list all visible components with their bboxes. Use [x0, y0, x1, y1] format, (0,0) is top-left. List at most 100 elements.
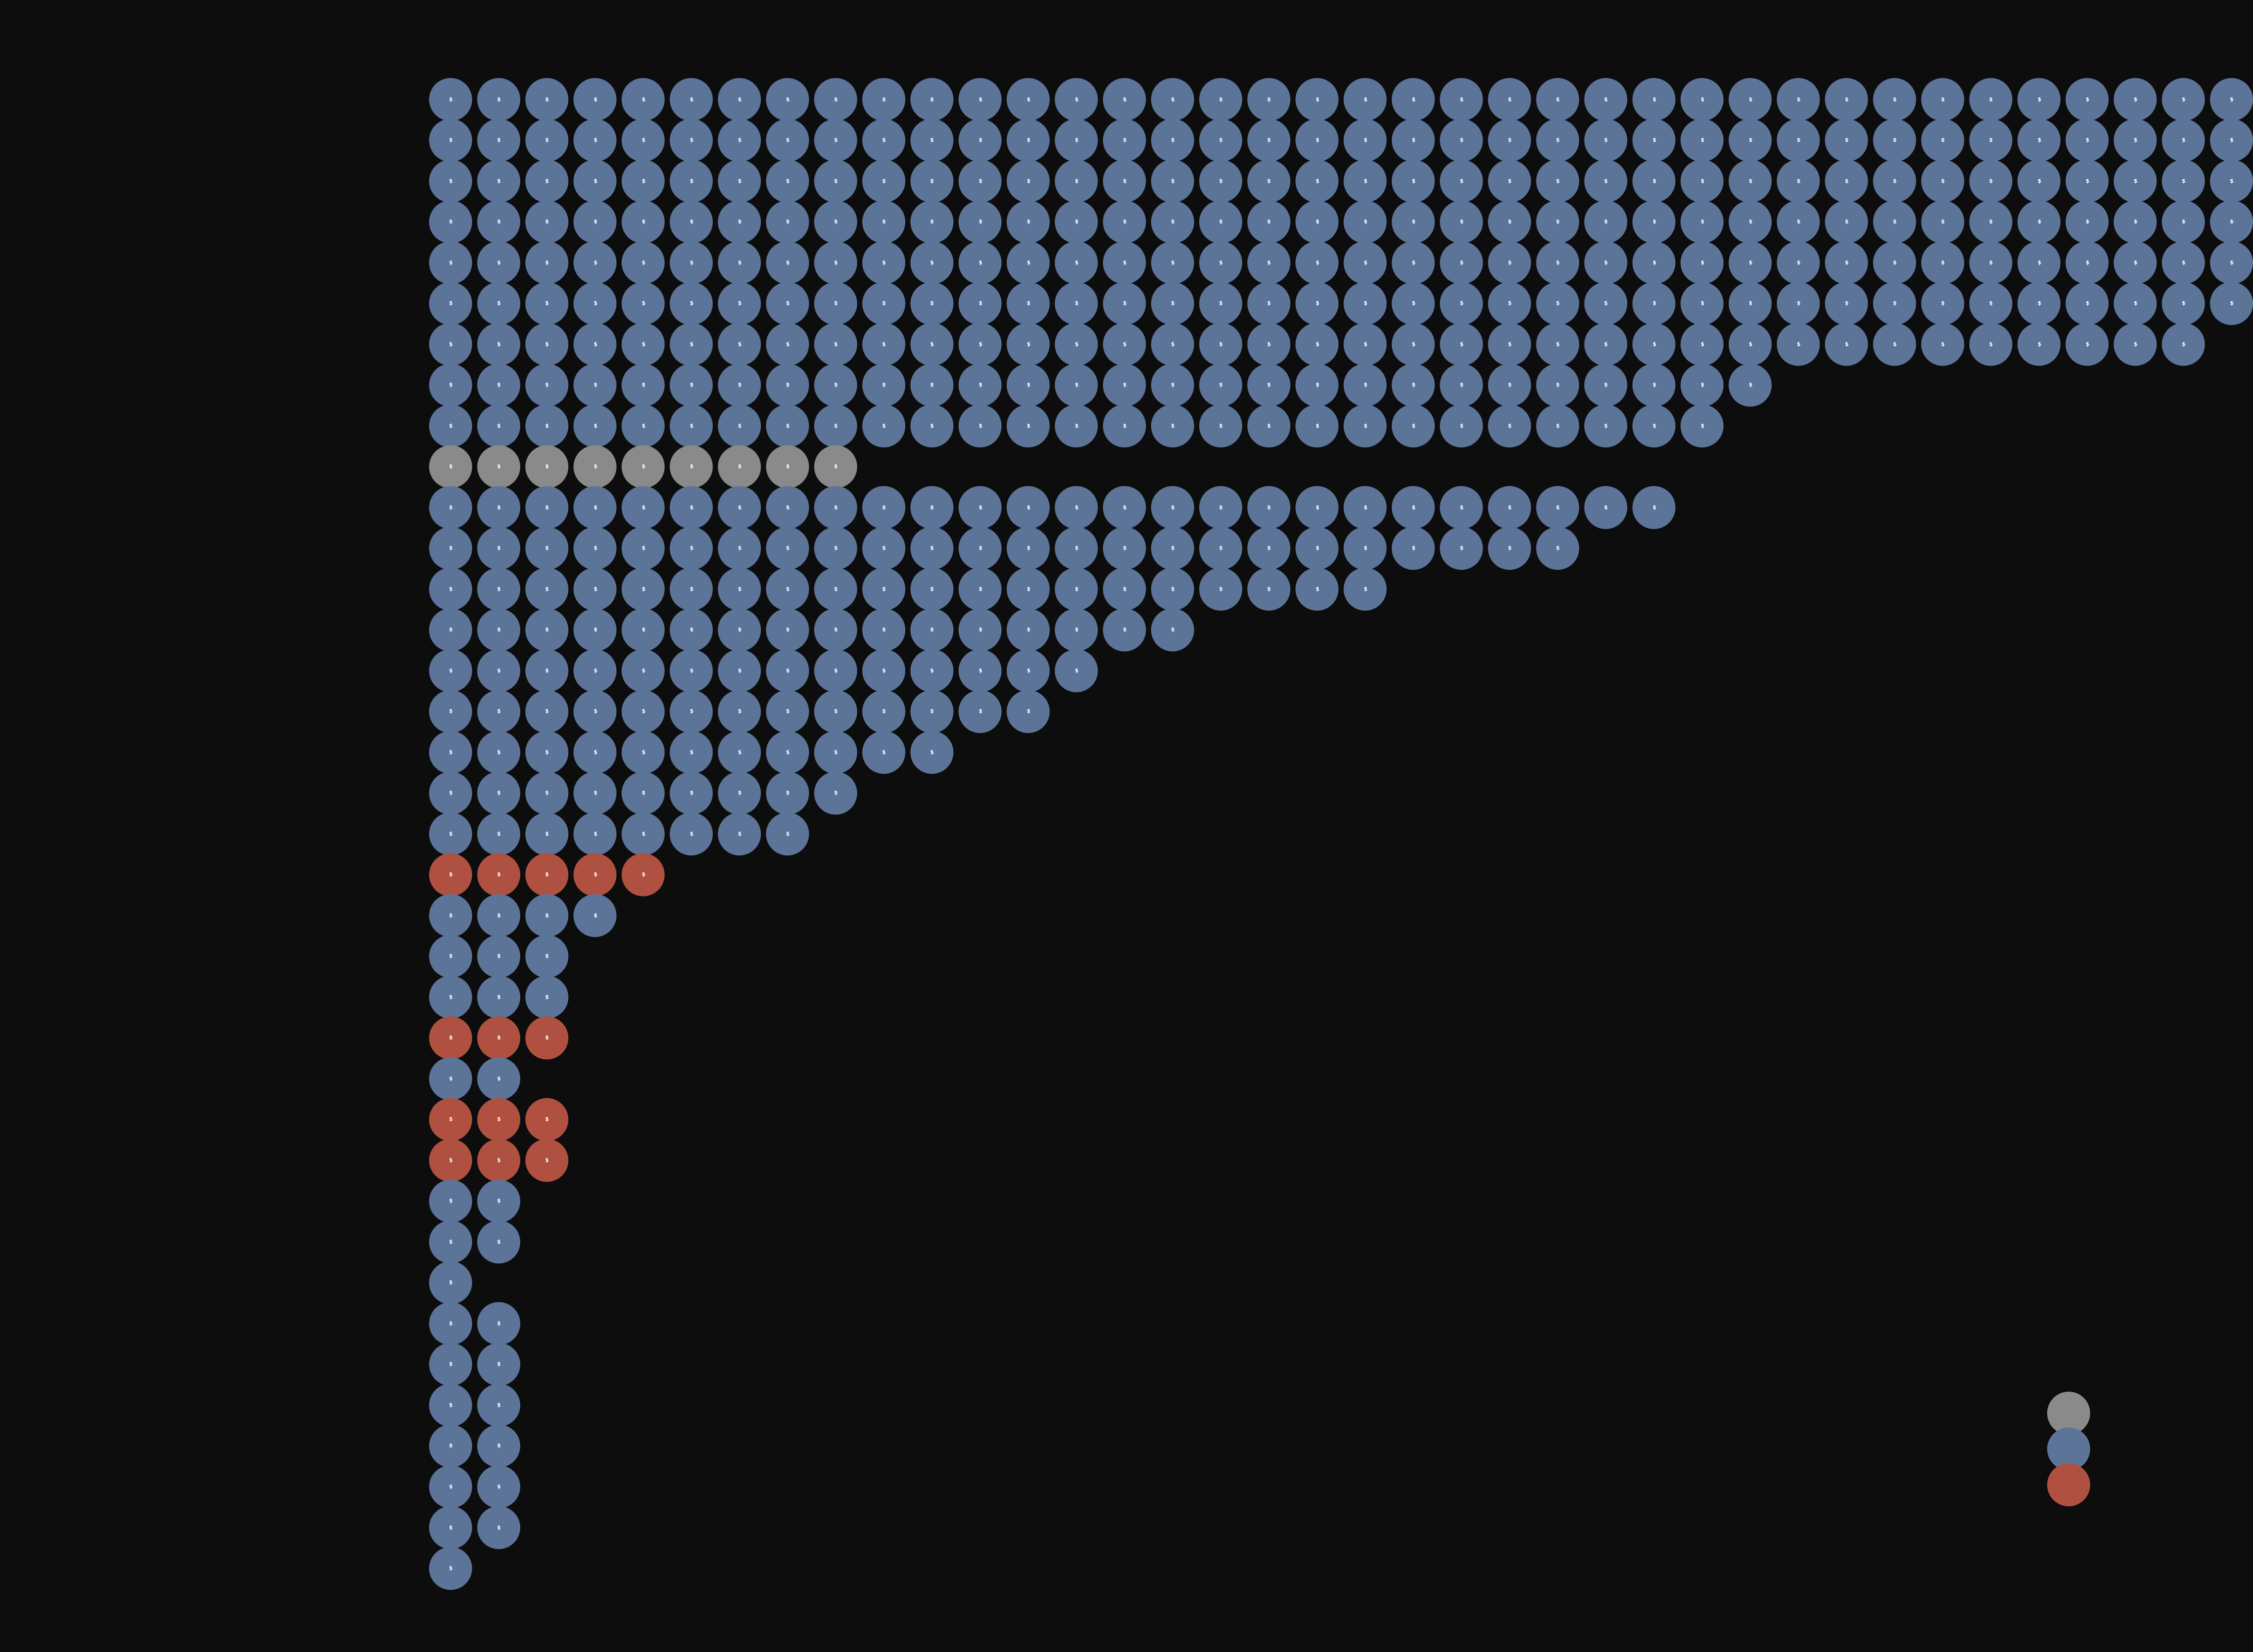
Text: $: $	[642, 709, 644, 714]
Text: $: $	[930, 669, 933, 674]
Circle shape	[1151, 119, 1194, 162]
Text: $: $	[1316, 506, 1318, 510]
Circle shape	[813, 160, 856, 203]
Text: $: $	[737, 669, 741, 674]
Text: $: $	[786, 178, 789, 183]
Text: $: $	[545, 1036, 550, 1041]
Circle shape	[622, 446, 665, 489]
Circle shape	[1295, 200, 1338, 243]
Circle shape	[669, 446, 712, 489]
Circle shape	[1922, 200, 1965, 243]
Circle shape	[958, 568, 1003, 611]
Text: $: $	[1940, 220, 1944, 225]
Circle shape	[1728, 322, 1771, 365]
Circle shape	[1440, 282, 1482, 325]
Text: $: $	[1940, 97, 1944, 102]
Text: $: $	[1075, 137, 1079, 142]
Text: $: $	[930, 137, 933, 142]
Text: $: $	[1172, 423, 1174, 428]
Circle shape	[525, 771, 568, 814]
Text: $: $	[1363, 342, 1368, 347]
Circle shape	[958, 322, 1003, 365]
Circle shape	[525, 608, 568, 651]
Circle shape	[428, 200, 473, 243]
Text: $: $	[1460, 423, 1462, 428]
Circle shape	[1825, 119, 1868, 162]
Text: $: $	[642, 178, 644, 183]
Circle shape	[1151, 486, 1194, 529]
Circle shape	[1392, 241, 1435, 284]
Circle shape	[1872, 241, 1915, 284]
Circle shape	[1392, 200, 1435, 243]
Text: $: $	[1460, 342, 1462, 347]
Text: $: $	[498, 953, 500, 958]
Circle shape	[1295, 282, 1338, 325]
Text: $: $	[1219, 545, 1223, 550]
Text: $: $	[737, 423, 741, 428]
Text: $: $	[1460, 97, 1462, 102]
Circle shape	[1151, 363, 1194, 406]
Circle shape	[1054, 363, 1097, 406]
Circle shape	[575, 446, 617, 489]
Text: $: $	[448, 220, 453, 225]
Circle shape	[1440, 527, 1482, 570]
Text: $: $	[1893, 301, 1897, 306]
Circle shape	[1343, 486, 1386, 529]
Text: $: $	[1701, 383, 1703, 388]
Text: $: $	[978, 261, 982, 266]
Circle shape	[428, 854, 473, 897]
Text: $: $	[881, 669, 885, 674]
Text: $: $	[1845, 301, 1847, 306]
Text: $: $	[2134, 178, 2138, 183]
Circle shape	[2163, 322, 2206, 365]
Text: $: $	[2037, 97, 2041, 102]
Text: $: $	[689, 97, 694, 102]
Text: $: $	[498, 1403, 500, 1408]
Text: $: $	[642, 464, 644, 469]
Circle shape	[1633, 160, 1676, 203]
Circle shape	[669, 486, 712, 529]
Text: $: $	[1075, 261, 1079, 266]
Circle shape	[525, 976, 568, 1019]
Circle shape	[428, 405, 473, 448]
Text: $: $	[545, 995, 550, 999]
Text: $: $	[786, 791, 789, 796]
Text: $: $	[498, 831, 500, 836]
Circle shape	[1440, 241, 1482, 284]
Circle shape	[1487, 241, 1532, 284]
Text: $: $	[786, 831, 789, 836]
Circle shape	[766, 486, 809, 529]
Circle shape	[2113, 322, 2156, 365]
Text: $: $	[1410, 261, 1415, 266]
Circle shape	[1392, 282, 1435, 325]
Circle shape	[1969, 119, 2012, 162]
Circle shape	[719, 649, 762, 692]
Text: $: $	[737, 628, 741, 633]
Text: $: $	[1989, 342, 1992, 347]
Circle shape	[622, 200, 665, 243]
Text: $: $	[881, 220, 885, 225]
Text: $: $	[1893, 178, 1897, 183]
Circle shape	[428, 1016, 473, 1059]
Circle shape	[478, 322, 520, 365]
Text: $: $	[689, 464, 694, 469]
Circle shape	[669, 568, 712, 611]
Text: $: $	[1748, 137, 1753, 142]
Text: $: $	[1604, 423, 1609, 428]
Circle shape	[1487, 405, 1532, 448]
Circle shape	[428, 1546, 473, 1589]
Circle shape	[1199, 363, 1241, 406]
Circle shape	[766, 200, 809, 243]
Text: $: $	[689, 669, 694, 674]
Text: $: $	[1460, 261, 1462, 266]
Text: $: $	[881, 383, 885, 388]
Circle shape	[478, 1424, 520, 1467]
Circle shape	[958, 241, 1003, 284]
Circle shape	[575, 322, 617, 365]
Circle shape	[478, 446, 520, 489]
Text: $: $	[545, 220, 550, 225]
Circle shape	[1487, 78, 1532, 121]
Text: $: $	[834, 669, 838, 674]
Text: $: $	[689, 750, 694, 755]
Text: $: $	[1651, 383, 1656, 388]
